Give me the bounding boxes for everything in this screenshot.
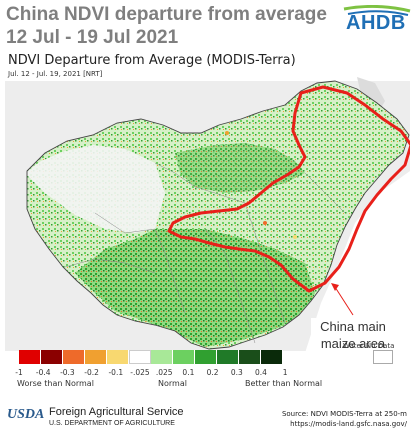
department-name: U.S. DEPARTMENT OF AGRICULTURE bbox=[49, 420, 175, 427]
legend-tick-label: 0.2 bbox=[206, 368, 219, 377]
legend-swatch bbox=[19, 350, 41, 364]
east-crop-region bbox=[75, 229, 315, 347]
legend-swatch bbox=[41, 350, 63, 364]
legend-colorbar bbox=[19, 350, 283, 364]
legend-swatch bbox=[261, 350, 283, 364]
page-title: China NDVI departure from average bbox=[6, 4, 327, 25]
annotation-line1: China main bbox=[320, 319, 386, 334]
arid-west-region bbox=[27, 145, 165, 233]
legend-tick-label: -0.4 bbox=[35, 368, 51, 377]
legend-category-worse: Worse than Normal bbox=[17, 379, 94, 388]
anomaly-patch bbox=[263, 221, 267, 225]
ahdb-logo-swoosh-icon bbox=[343, 4, 411, 16]
legend-swatch bbox=[173, 350, 195, 364]
legend-swatch bbox=[239, 350, 261, 364]
legend-tick-label: -.025 bbox=[130, 368, 150, 377]
legend-tick-label: 1 bbox=[282, 368, 288, 377]
annotation-arrowhead bbox=[331, 283, 339, 291]
legend-tick-label: 0.3 bbox=[230, 368, 243, 377]
legend-tick-label: -0.1 bbox=[108, 368, 124, 377]
legend-swatch bbox=[107, 350, 129, 364]
legend-swatch bbox=[129, 350, 151, 364]
legend-nodata-swatch bbox=[373, 350, 393, 364]
legend-swatch bbox=[85, 350, 107, 364]
panel-title: NDVI Departure from Average (MODIS-Terra… bbox=[8, 53, 296, 68]
footer: USDA Foreign Agricultural Service U.S. D… bbox=[5, 405, 410, 431]
anomaly-patch bbox=[293, 235, 297, 239]
maize-area-outline bbox=[167, 85, 410, 293]
usda-logo: USDA bbox=[7, 407, 45, 422]
legend-category-normal: Normal bbox=[158, 379, 187, 388]
legend-category-better: Better than Normal bbox=[245, 379, 323, 388]
agency-name: Foreign Agricultural Service bbox=[49, 406, 184, 418]
legend-tick-label: .025 bbox=[155, 368, 173, 377]
anomaly-patch bbox=[225, 131, 229, 135]
legend-tick-label: -0.2 bbox=[84, 368, 99, 377]
panel-date: Jul. 12 - Jul. 19, 2021 [NRT] bbox=[8, 70, 103, 78]
sea bbox=[305, 171, 410, 353]
legend-swatch bbox=[217, 350, 239, 364]
ndvi-map-panel: NDVI Departure from Average (MODIS-Terra… bbox=[5, 53, 410, 431]
ahdb-logo-text: AHDB bbox=[346, 12, 406, 34]
legend-tick-label: -1 bbox=[15, 368, 23, 377]
legend-swatch bbox=[195, 350, 217, 364]
province-borders bbox=[64, 162, 346, 344]
legend-tick-label: 0.4 bbox=[255, 368, 267, 377]
ahdb-logo: AHDB bbox=[342, 4, 412, 41]
legend-swatch bbox=[151, 350, 173, 364]
source-credit: Source: NDVI MODIS-Terra at 250-m bbox=[281, 410, 407, 418]
north-grassland bbox=[175, 143, 305, 193]
header: China NDVI departure from average 12 Jul… bbox=[0, 0, 415, 50]
legend-ticks: -1 -0.4 -0.3 -0.2 -0.1 -.025 .025 0.1 0.2 0.3 0.4 1 bbox=[5, 368, 410, 378]
legend-tick-label: -0.3 bbox=[60, 368, 75, 377]
source-url: https://modis-land.gsfc.nasa.gov/ bbox=[290, 420, 407, 428]
page-subtitle-dates: 12 Jul - 19 Jul 2021 bbox=[6, 27, 179, 48]
legend-swatch bbox=[63, 350, 85, 364]
annotation-line2: maize area bbox=[320, 336, 386, 351]
legend-tick-label: 0.1 bbox=[182, 368, 195, 377]
map-canvas bbox=[5, 77, 410, 353]
water-nodata-label: Water No Data bbox=[343, 342, 395, 350]
annotation-line bbox=[334, 286, 354, 316]
